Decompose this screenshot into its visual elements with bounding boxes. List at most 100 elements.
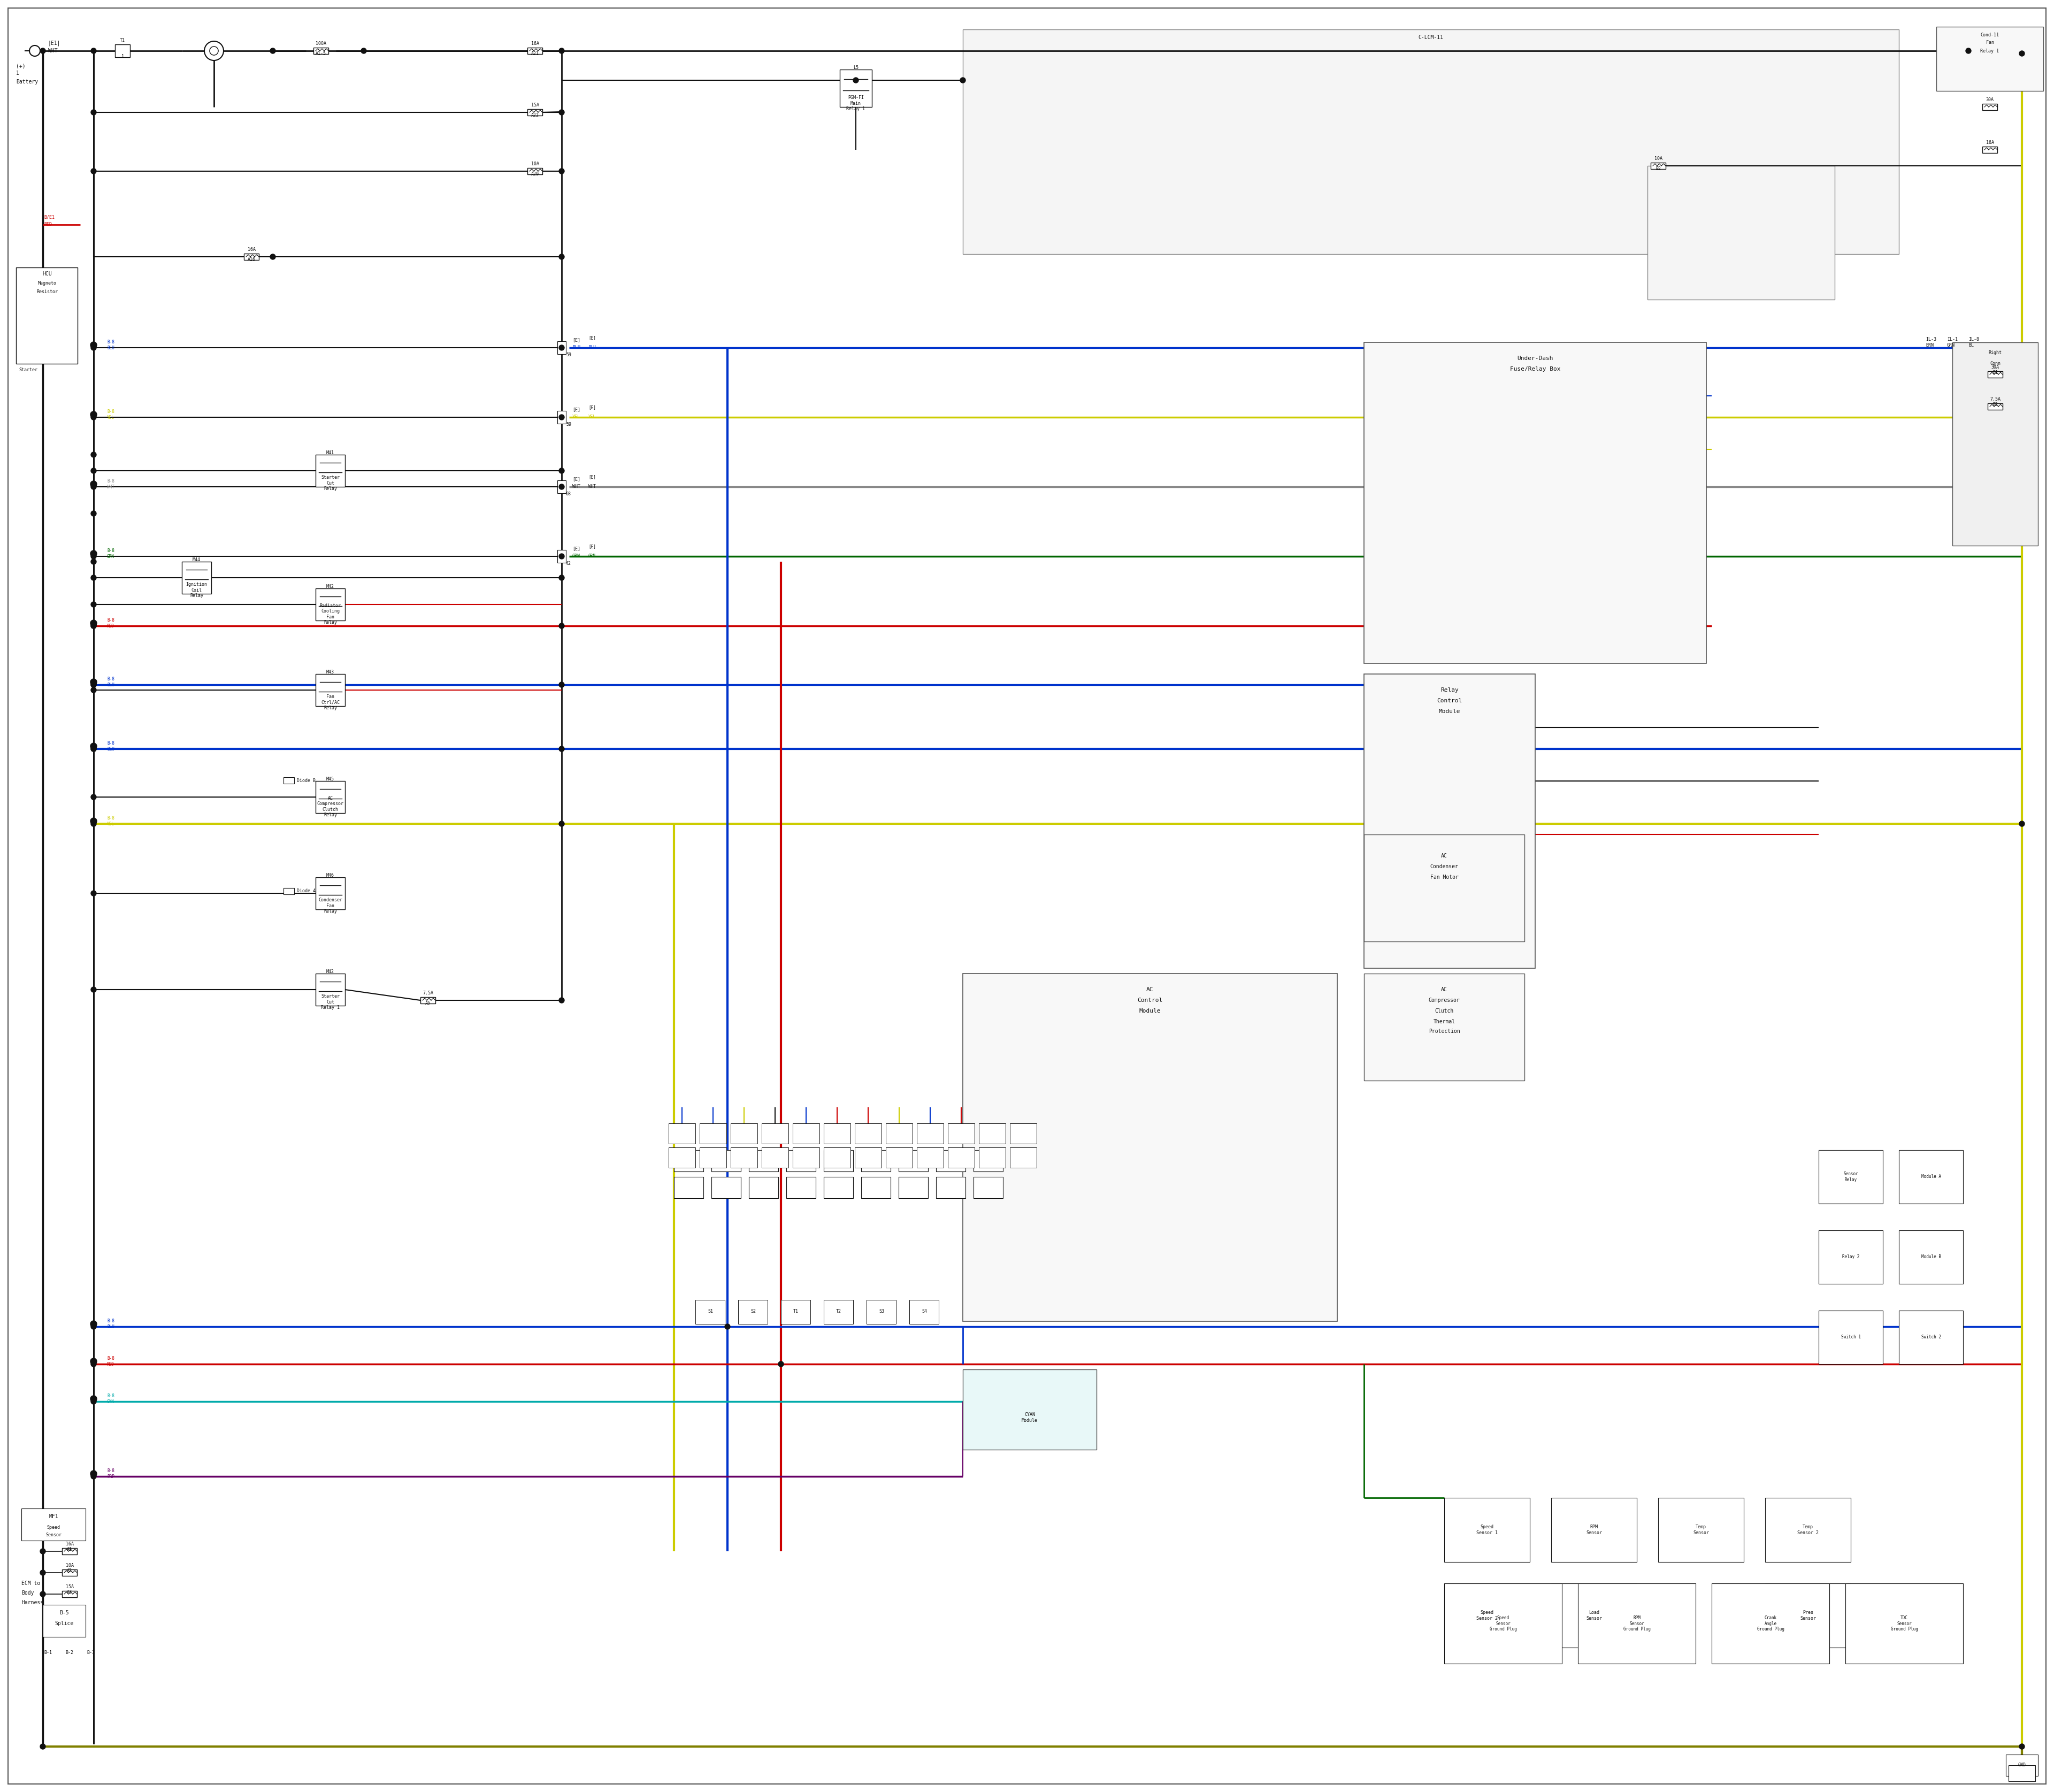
Text: A16: A16 [246, 258, 255, 262]
Text: GRN: GRN [587, 554, 596, 559]
Bar [787, 1150, 815, 1172]
Bar [1364, 342, 1707, 663]
Bar [980, 1147, 1006, 1168]
Text: S3: S3 [879, 1310, 883, 1314]
Bar [1647, 167, 1834, 299]
Bar [963, 29, 1898, 254]
Text: [E]: [E] [573, 547, 581, 552]
Text: Temp
Sensor: Temp Sensor [1692, 1525, 1709, 1536]
Text: Speed
Sensor 1: Speed Sensor 1 [1477, 1525, 1497, 1536]
Circle shape [959, 77, 965, 82]
Circle shape [559, 48, 565, 54]
Text: Sensor: Sensor [45, 1532, 62, 1538]
Text: WHT: WHT [47, 48, 58, 54]
Circle shape [559, 554, 565, 559]
Text: Cond-11: Cond-11 [1980, 32, 1999, 38]
Text: 16A
A1: 16A A1 [66, 1541, 74, 1552]
Bar [787, 1177, 815, 1199]
Bar [1953, 342, 2038, 545]
Circle shape [90, 575, 97, 581]
Text: B-1: B-1 [43, 1650, 51, 1656]
Bar [1818, 1150, 1884, 1204]
Circle shape [271, 48, 275, 54]
Bar [910, 1299, 939, 1324]
Bar [316, 455, 345, 487]
Circle shape [559, 346, 565, 351]
Bar [1364, 674, 1534, 968]
Bar [824, 1150, 852, 1172]
Bar [900, 1177, 928, 1199]
Bar [737, 1299, 768, 1324]
Circle shape [559, 254, 565, 260]
Text: [E]: [E] [573, 339, 581, 342]
Bar [1898, 1150, 1964, 1204]
Bar [824, 1124, 850, 1143]
Circle shape [271, 254, 275, 260]
Bar [1577, 1584, 1697, 1663]
Text: B-8
GRN: B-8 GRN [107, 548, 115, 559]
Bar [1898, 1310, 1964, 1364]
Bar [1551, 1498, 1637, 1563]
Text: BLU: BLU [587, 346, 596, 349]
Text: Resistor: Resistor [37, 290, 58, 294]
Bar [750, 1150, 778, 1172]
Bar [316, 588, 345, 620]
Bar [62, 1548, 78, 1554]
Bar [731, 1147, 758, 1168]
Text: 15A
A3: 15A A3 [66, 1584, 74, 1595]
Bar [557, 550, 567, 563]
Text: 16A: 16A [1986, 140, 1994, 145]
Bar [2009, 1765, 2036, 1781]
Bar [1444, 1584, 1561, 1663]
Bar [1444, 1498, 1530, 1563]
Bar [793, 1124, 820, 1143]
Circle shape [90, 346, 97, 351]
Circle shape [90, 1400, 97, 1405]
Text: Conn: Conn [1990, 362, 2001, 366]
Circle shape [559, 745, 565, 751]
Circle shape [90, 109, 97, 115]
Bar [700, 1124, 727, 1143]
Text: Module: Module [1438, 710, 1460, 715]
Bar [885, 1124, 912, 1143]
Text: T2: T2 [836, 1310, 842, 1314]
Text: Relay 1: Relay 1 [1980, 48, 1999, 54]
Bar [314, 48, 329, 54]
Circle shape [90, 48, 97, 54]
Text: Condenser: Condenser [1430, 864, 1458, 869]
Text: Control: Control [1438, 699, 1462, 704]
Circle shape [2019, 50, 2025, 56]
Circle shape [90, 550, 97, 557]
Bar [947, 1147, 974, 1168]
Bar [115, 45, 129, 57]
Text: Fan: Fan [1986, 41, 1994, 45]
Bar [528, 48, 542, 54]
Text: M45: M45 [327, 776, 335, 781]
Text: Control: Control [1138, 998, 1163, 1004]
Bar [316, 674, 345, 706]
Text: IL-8
BL: IL-8 BL [1968, 337, 1980, 348]
Circle shape [90, 1396, 97, 1401]
Text: 100A: 100A [316, 41, 327, 47]
Text: B-5: B-5 [60, 1611, 70, 1615]
Bar [1982, 147, 1996, 152]
Bar [854, 1147, 881, 1168]
Text: Relay 2: Relay 2 [1842, 1254, 1859, 1260]
Text: AC: AC [1442, 853, 1448, 858]
Text: AC: AC [1442, 987, 1448, 993]
Text: 10A
A2: 10A A2 [66, 1563, 74, 1573]
Circle shape [90, 688, 97, 694]
Text: (+): (+) [16, 63, 25, 68]
Circle shape [90, 624, 97, 629]
Bar [711, 1150, 741, 1172]
Circle shape [90, 744, 97, 749]
Circle shape [2019, 821, 2025, 826]
Bar [1364, 835, 1524, 941]
Text: Starter: Starter [18, 367, 37, 373]
Text: Fan Motor: Fan Motor [1430, 874, 1458, 880]
Text: YEL: YEL [587, 414, 596, 419]
Text: [E]: [E] [587, 475, 596, 480]
Bar [1444, 1584, 1530, 1647]
Text: Thermal: Thermal [1434, 1020, 1454, 1025]
Bar [528, 168, 542, 174]
